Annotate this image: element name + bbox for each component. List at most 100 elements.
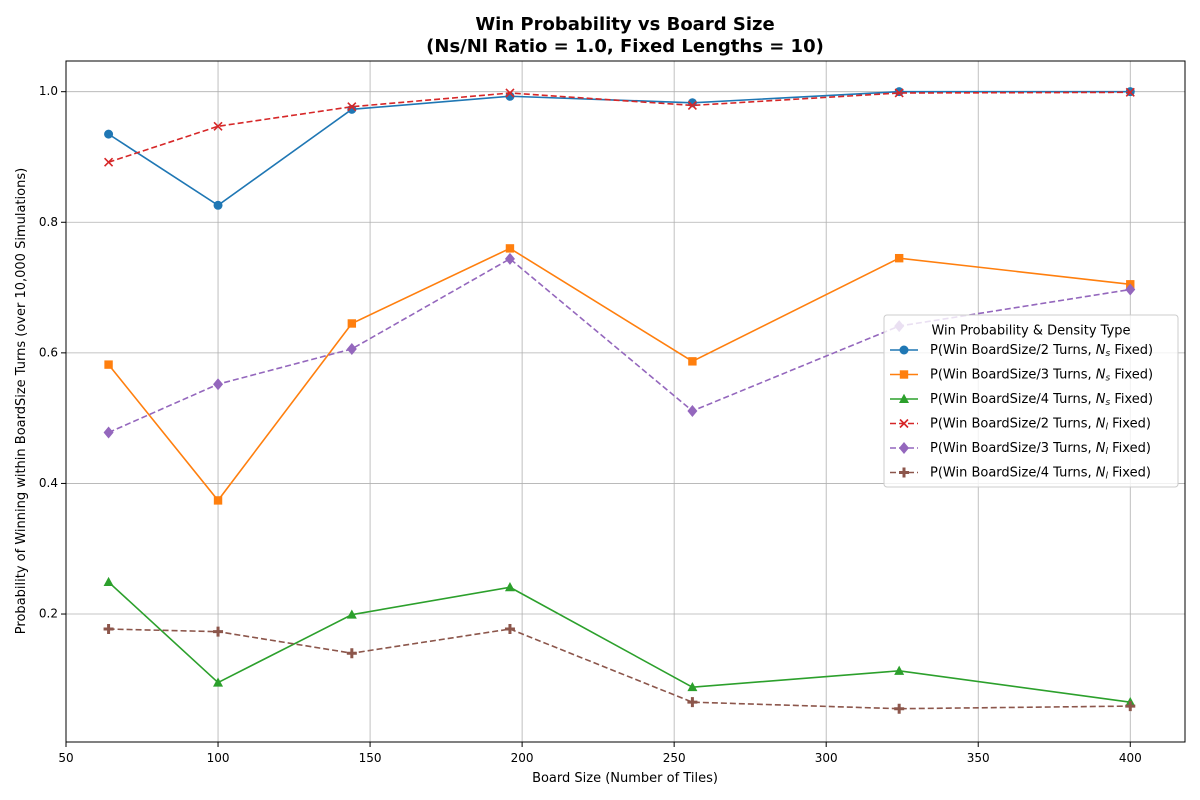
legend-label-suffix: Fixed) xyxy=(1110,367,1153,382)
data-point xyxy=(213,626,224,637)
data-point xyxy=(505,91,515,101)
legend-title: Win Probability & Density Type xyxy=(931,324,1130,339)
data-point xyxy=(213,200,223,210)
x-axis: 50 100 150 200 250 300 350 400 xyxy=(58,742,1142,765)
data-point xyxy=(687,697,698,708)
data-point xyxy=(687,404,698,417)
data-point xyxy=(347,102,357,112)
data-point xyxy=(505,244,515,253)
data-point xyxy=(347,319,357,328)
legend-label-sub: s xyxy=(1105,373,1110,383)
legend-label-var: N xyxy=(1096,465,1106,480)
data-point xyxy=(213,121,223,131)
legend-marker xyxy=(899,393,909,403)
data-point xyxy=(505,88,515,98)
x-tick-label: 150 xyxy=(359,751,382,765)
data-point xyxy=(504,252,515,265)
legend-marker xyxy=(899,442,909,454)
series-4 xyxy=(104,87,1135,167)
chart-title: Win Probability vs Board Size xyxy=(475,14,774,35)
legend-label-var: N xyxy=(1096,367,1106,382)
legend-label-var: N xyxy=(1096,343,1106,358)
y-tick-label: 0.8 xyxy=(39,215,58,229)
data-point xyxy=(688,357,697,366)
legend-marker xyxy=(899,467,909,478)
legend-label-prefix: P(Win BoardSize/2 Turns, xyxy=(930,343,1096,358)
legend-label-suffix: Fixed) xyxy=(1108,465,1151,480)
y-axis-label: Probability of Winning within BoardSize … xyxy=(14,168,29,634)
data-point xyxy=(104,360,113,369)
legend-label-var: N xyxy=(1096,416,1106,431)
legend-label-sub: s xyxy=(1105,398,1110,408)
x-tick-label: 100 xyxy=(207,751,230,765)
legend-label-sub: l xyxy=(1105,447,1108,457)
series-6 xyxy=(103,624,1136,714)
data-point xyxy=(103,576,114,587)
data-point xyxy=(504,582,515,592)
legend-entry: P(Win BoardSize/4 Turns, Ns Fixed) xyxy=(890,392,1153,408)
data-point xyxy=(894,665,905,675)
chart-subtitle: (Ns/Nl Ratio = 1.0, Fixed Lengths = 10) xyxy=(426,36,824,57)
legend-label: P(Win BoardSize/4 Turns, Ns Fixed) xyxy=(930,392,1153,408)
series-line xyxy=(108,581,1131,703)
legend-entry: P(Win BoardSize/3 Turns, Ns Fixed) xyxy=(890,367,1153,383)
legend-label: P(Win BoardSize/2 Turns, Ns Fixed) xyxy=(930,343,1153,359)
data-point xyxy=(346,609,357,619)
x-tick-label: 250 xyxy=(663,751,686,765)
data-point xyxy=(346,648,357,659)
x-tick-label: 350 xyxy=(967,751,990,765)
legend-label-prefix: P(Win BoardSize/4 Turns, xyxy=(930,392,1096,407)
y-axis: 0.2 0.4 0.6 0.8 1.0 xyxy=(39,84,66,621)
y-tick-label: 0.6 xyxy=(39,345,58,359)
legend-label: P(Win BoardSize/4 Turns, Nl Fixed) xyxy=(930,465,1151,481)
series-3 xyxy=(103,576,1136,707)
y-tick-label: 1.0 xyxy=(39,84,58,98)
data-point xyxy=(687,681,698,692)
legend-label-var: N xyxy=(1096,392,1106,407)
data-point xyxy=(894,87,904,97)
legend-label-prefix: P(Win BoardSize/2 Turns, xyxy=(930,416,1096,431)
series-1 xyxy=(104,87,1135,210)
series-line xyxy=(108,628,1131,710)
legend-box xyxy=(883,314,1179,488)
series-line xyxy=(108,91,1131,163)
legend-label-var: N xyxy=(1096,441,1106,456)
x-tick-label: 300 xyxy=(815,751,838,765)
series-line xyxy=(108,90,1131,207)
data-point xyxy=(103,624,114,635)
legend-label: P(Win BoardSize/2 Turns, Nl Fixed) xyxy=(930,416,1151,432)
legend-label: P(Win BoardSize/3 Turns, Ns Fixed) xyxy=(930,367,1153,383)
data-point xyxy=(1125,87,1135,97)
legend-label-suffix: Fixed) xyxy=(1108,441,1151,456)
legend-entry: P(Win BoardSize/2 Turns, Ns Fixed) xyxy=(890,343,1153,359)
legend-label-prefix: P(Win BoardSize/4 Turns, xyxy=(930,465,1096,480)
legend-label-suffix: Fixed) xyxy=(1110,392,1153,407)
data-point xyxy=(104,129,114,139)
plot-area xyxy=(65,60,1186,743)
legend-entry: P(Win BoardSize/3 Turns, Nl Fixed) xyxy=(890,441,1151,457)
legend-label-sub: l xyxy=(1105,471,1108,481)
legend-label-suffix: Fixed) xyxy=(1110,343,1153,358)
data-point xyxy=(1125,701,1136,712)
legend-label-prefix: P(Win BoardSize/3 Turns, xyxy=(930,441,1096,456)
y-tick-label: 0.4 xyxy=(39,476,58,490)
legend-marker xyxy=(899,370,909,379)
x-tick-label: 50 xyxy=(58,751,73,765)
legend-marker xyxy=(899,418,909,429)
data-point xyxy=(1125,283,1136,296)
data-point xyxy=(894,88,904,98)
x-tick-label: 200 xyxy=(511,751,534,765)
legend-label-suffix: Fixed) xyxy=(1108,416,1151,431)
x-tick-label: 400 xyxy=(1119,751,1142,765)
legend: Win Probability & Density Type P(Win Boa… xyxy=(883,314,1179,488)
legend-marker xyxy=(899,345,909,355)
data-point xyxy=(213,677,224,687)
data-point xyxy=(504,624,515,635)
legend-label: P(Win BoardSize/3 Turns, Nl Fixed) xyxy=(930,441,1151,457)
y-tick-label: 0.2 xyxy=(39,607,58,621)
data-point xyxy=(104,157,114,167)
legend-entry: P(Win BoardSize/2 Turns, Nl Fixed) xyxy=(890,416,1151,432)
x-axis-label: Board Size (Number of Tiles) xyxy=(532,771,718,786)
data-point xyxy=(213,496,223,505)
